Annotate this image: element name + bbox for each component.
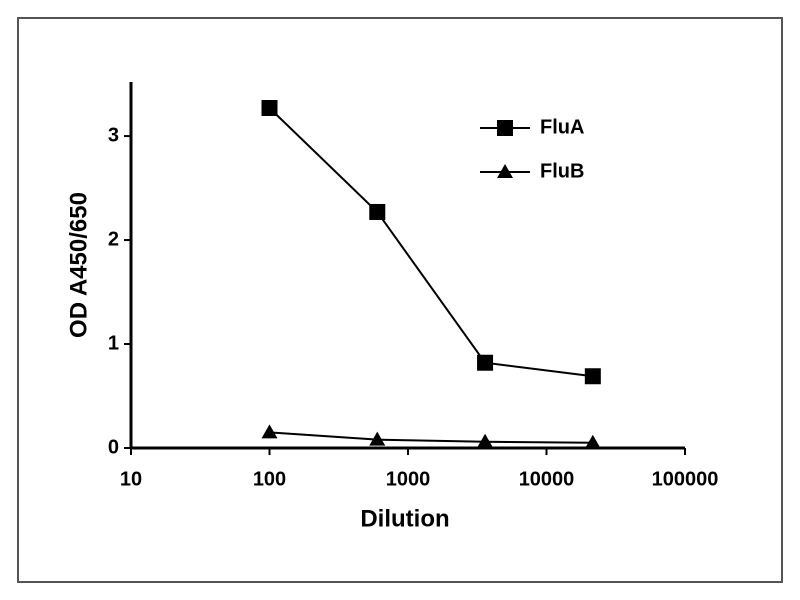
marker (584, 434, 601, 449)
x-axis-label: Dilution (360, 505, 449, 532)
series-line (269, 431, 593, 444)
y-axis-label: OD A450/650 (65, 192, 92, 338)
legend-marker (497, 164, 513, 178)
marker (477, 433, 494, 448)
y-tick-label: 3 (108, 124, 119, 146)
y-tick-label: 0 (108, 436, 119, 458)
x-tick-label: 1000 (386, 468, 431, 490)
marker (369, 203, 386, 220)
legend-marker (497, 120, 513, 136)
y-tick-label: 2 (108, 228, 119, 250)
x-tick-label: 100 (253, 468, 286, 490)
legend-label: FluB (540, 160, 584, 182)
x-tick-label: 100000 (652, 468, 719, 490)
marker (369, 431, 386, 446)
frame (17, 17, 783, 583)
legend-label: FluA (540, 116, 584, 138)
x-tick-label: 10 (120, 468, 142, 490)
x-tick-label: 10000 (519, 468, 575, 490)
marker (584, 368, 601, 385)
y-tick-label: 1 (108, 332, 119, 354)
marker (261, 424, 278, 439)
marker (261, 99, 278, 116)
series-line (268, 107, 593, 378)
marker (477, 354, 494, 371)
